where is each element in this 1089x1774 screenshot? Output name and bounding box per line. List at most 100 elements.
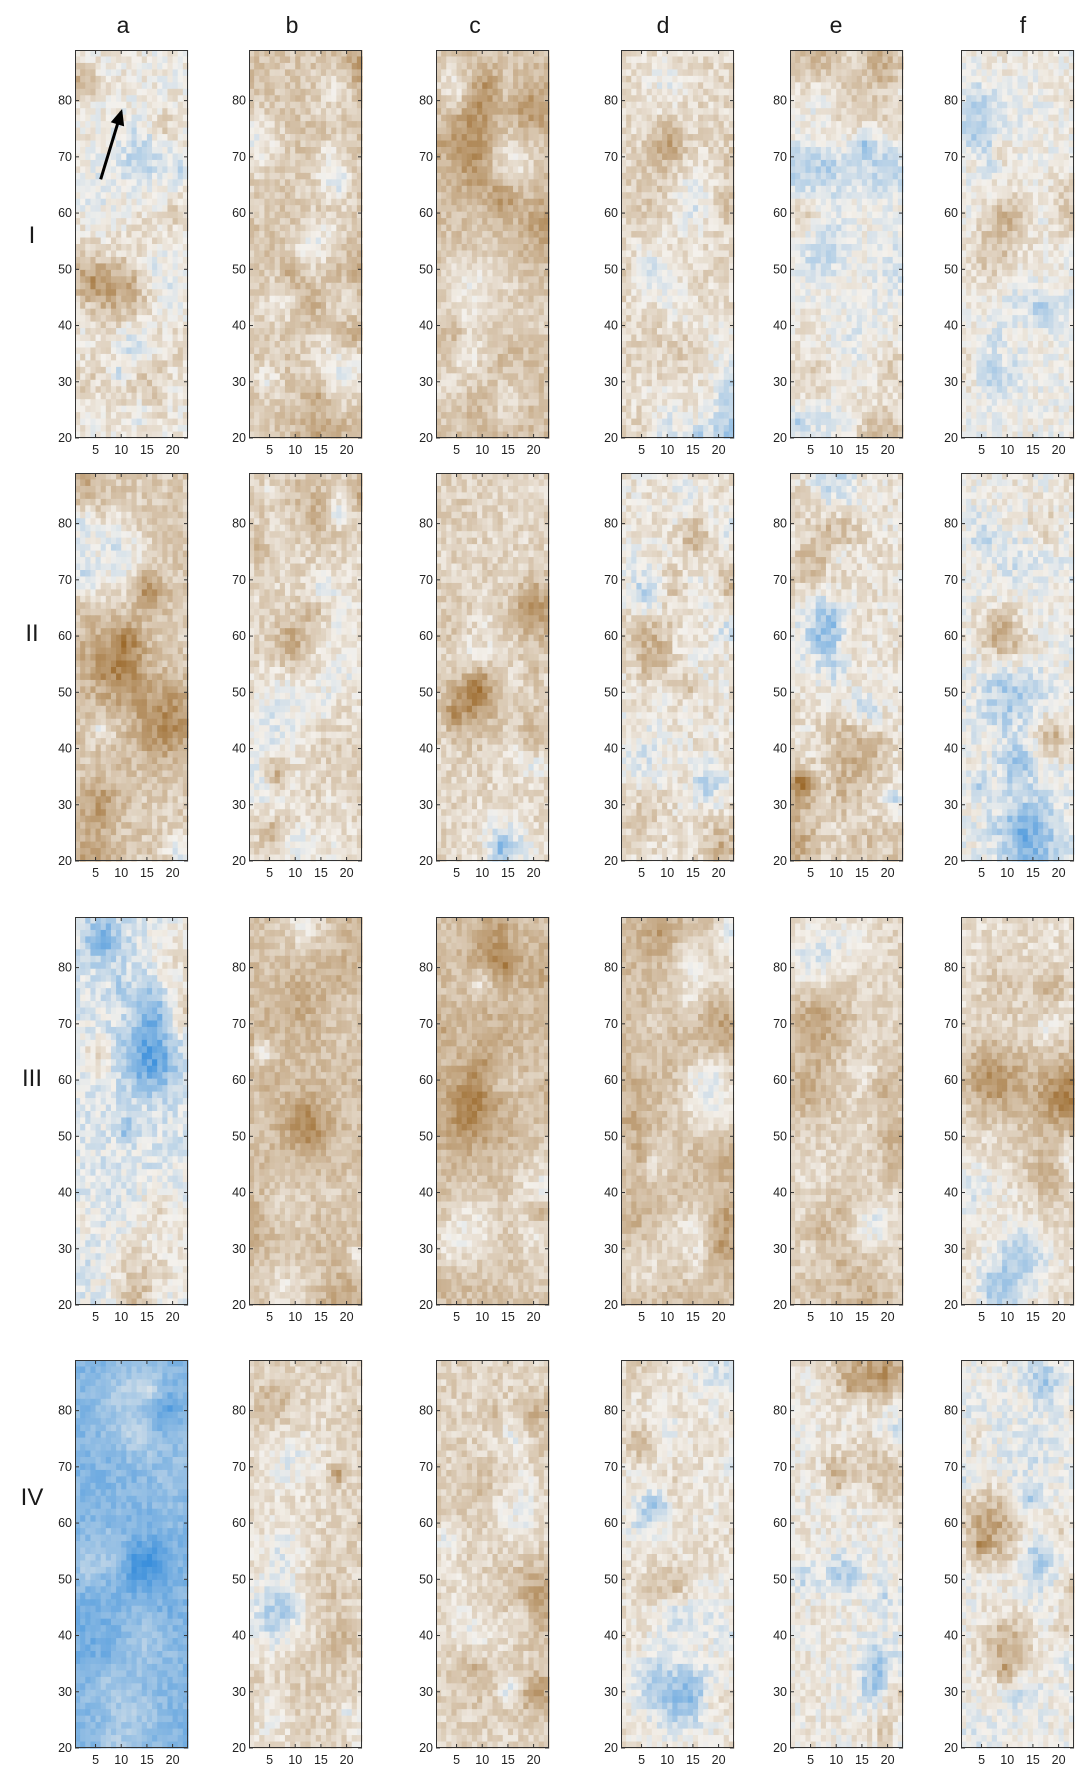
heatmap-cell xyxy=(311,315,317,322)
heatmap-cell xyxy=(331,360,337,367)
heatmap-cell xyxy=(80,225,86,232)
heatmap-cell xyxy=(487,218,493,225)
heatmap-cell xyxy=(285,108,291,115)
heatmap-cell xyxy=(523,179,529,186)
heatmap-cell xyxy=(678,160,684,167)
heatmap-cell xyxy=(326,380,332,387)
heatmap-cell xyxy=(708,115,714,122)
heatmap-cell xyxy=(116,309,122,316)
heatmap-cell xyxy=(528,89,534,96)
heatmap-cell xyxy=(142,270,148,277)
heatmap-cell xyxy=(642,102,648,109)
heatmap-cell xyxy=(90,335,96,342)
heatmap-cell xyxy=(498,276,504,283)
heatmap-cell xyxy=(446,360,452,367)
heatmap-cell xyxy=(132,354,138,361)
heatmap-cell xyxy=(672,283,678,290)
heatmap-cell xyxy=(672,276,678,283)
heatmap-cell xyxy=(132,257,138,264)
heatmap-cell xyxy=(300,309,306,316)
heatmap-cell xyxy=(111,250,117,257)
heatmap-cell xyxy=(167,134,173,141)
heatmap-cell xyxy=(167,238,173,245)
heatmap-cell xyxy=(528,360,534,367)
heatmap-cell xyxy=(321,134,327,141)
heatmap-cell xyxy=(539,354,545,361)
heatmap-cell xyxy=(162,347,168,354)
heatmap-cell xyxy=(254,270,260,277)
heatmap-cell xyxy=(121,393,127,400)
heatmap-cell xyxy=(498,76,504,83)
heatmap-cell xyxy=(446,302,452,309)
heatmap-cell xyxy=(80,153,86,160)
heatmap-cell xyxy=(85,160,91,167)
heatmap-cell xyxy=(539,263,545,270)
heatmap-cell xyxy=(487,102,493,109)
heatmap-cell xyxy=(80,205,86,212)
heatmap-cell xyxy=(457,406,463,413)
heatmap-cell xyxy=(326,141,332,148)
heatmap-cell xyxy=(513,186,519,193)
heatmap-cell xyxy=(693,186,699,193)
heatmap-cell xyxy=(162,76,168,83)
heatmap-cell xyxy=(121,283,127,290)
heatmap-cell xyxy=(300,335,306,342)
heatmap-cell xyxy=(280,367,286,374)
heatmap-cell xyxy=(467,270,473,277)
heatmap-cell xyxy=(528,322,534,329)
heatmap-cell xyxy=(472,328,478,335)
heatmap-cell xyxy=(626,186,632,193)
heatmap-cell xyxy=(657,302,663,309)
heatmap-cell xyxy=(285,386,291,393)
heatmap-cell xyxy=(534,160,540,167)
heatmap-cell xyxy=(503,147,509,154)
heatmap-cell xyxy=(724,121,730,128)
heatmap-cell xyxy=(482,296,488,303)
heatmap-cell xyxy=(503,386,509,393)
heatmap-cell xyxy=(111,76,117,83)
heatmap-cell xyxy=(126,63,132,70)
heatmap-cell xyxy=(667,56,673,63)
heatmap-cell xyxy=(467,315,473,322)
heatmap-cell xyxy=(259,115,265,122)
heatmap-cell xyxy=(487,399,493,406)
heatmap-cell xyxy=(101,186,107,193)
heatmap-cell xyxy=(667,69,673,76)
heatmap-cell xyxy=(132,296,138,303)
heatmap-cell xyxy=(451,302,457,309)
heatmap-cell xyxy=(116,276,122,283)
heatmap-cell xyxy=(487,257,493,264)
heatmap-cell xyxy=(518,250,524,257)
heatmap-cell xyxy=(626,250,632,257)
row-label-IV: IV xyxy=(18,1484,46,1512)
heatmap-cell xyxy=(534,115,540,122)
heatmap-cell xyxy=(693,289,699,296)
heatmap-cell xyxy=(295,225,301,232)
heatmap-cell xyxy=(142,89,148,96)
heatmap-cell xyxy=(254,192,260,199)
heatmap-cell xyxy=(178,69,184,76)
heatmap-cell xyxy=(173,296,179,303)
column-label-e: e xyxy=(816,12,856,39)
heatmap-cell xyxy=(441,347,447,354)
heatmap-cell xyxy=(493,373,499,380)
heatmap-cell xyxy=(152,95,158,102)
heatmap-cell xyxy=(275,134,281,141)
heatmap-cell xyxy=(528,76,534,83)
heatmap-cell xyxy=(137,153,143,160)
heatmap-cell xyxy=(487,166,493,173)
heatmap-cell xyxy=(80,212,86,219)
heatmap-cell xyxy=(178,263,184,270)
heatmap-cell xyxy=(698,50,704,57)
heatmap-cell xyxy=(306,205,312,212)
heatmap-cell xyxy=(116,166,122,173)
heatmap-cell xyxy=(275,56,281,63)
heatmap-cell xyxy=(693,76,699,83)
heatmap-cell xyxy=(693,147,699,154)
heatmap-cell xyxy=(446,128,452,135)
heatmap-cell xyxy=(477,231,483,238)
heatmap-cell xyxy=(157,173,163,180)
heatmap-cell xyxy=(713,63,719,70)
heatmap-cell xyxy=(636,283,642,290)
heatmap-cell xyxy=(311,56,317,63)
